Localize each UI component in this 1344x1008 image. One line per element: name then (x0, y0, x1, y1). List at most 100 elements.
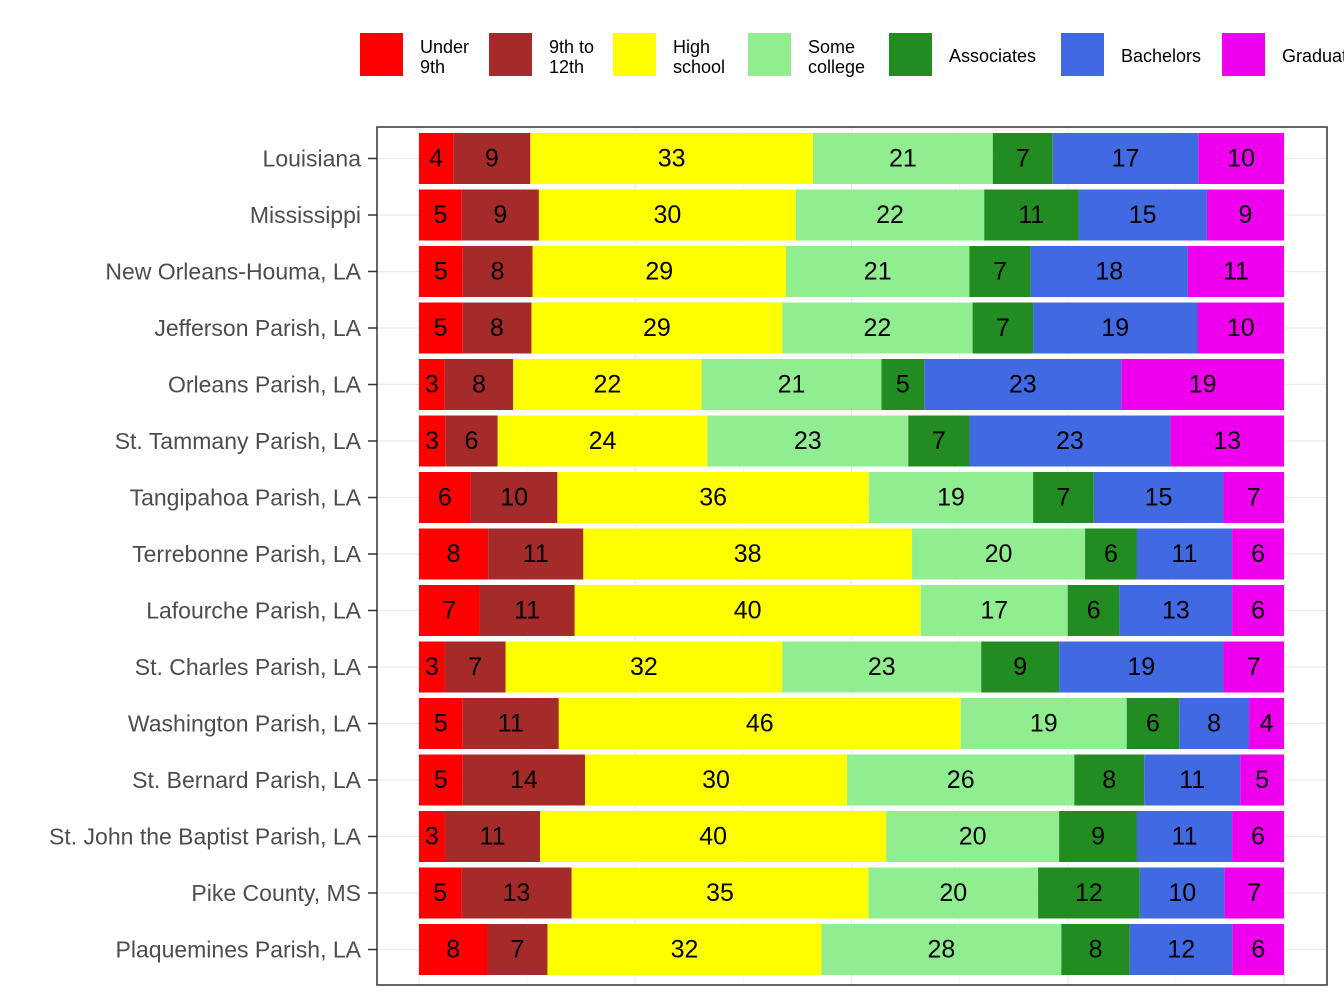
y-tick-label: Pike County, MS (191, 880, 361, 906)
data-label: 10 (1227, 314, 1255, 342)
data-label: 19 (1127, 653, 1155, 681)
bar-segment-under-9th-lafourche-parish-la (419, 585, 480, 636)
data-label: 8 (447, 540, 461, 568)
bar-segment-under-9th-tangipahoa-parish-la (419, 472, 471, 523)
y-tick-label: Plaquemines Parish, LA (116, 937, 362, 963)
data-label: 6 (1251, 597, 1265, 625)
data-label: 5 (434, 766, 448, 794)
data-label: 7 (468, 653, 482, 681)
data-label: 19 (1189, 371, 1217, 399)
y-tick-label: Tangipahoa Parish, LA (130, 485, 362, 511)
data-label: 30 (702, 766, 730, 794)
legend-label: 9th to 12th (549, 37, 594, 77)
bar-segment-high-school-pike-county-ms (571, 867, 869, 919)
bar-segment-associates-st-bernard-parish-la (1074, 754, 1145, 806)
y-tick-label: St. Tammany Parish, LA (115, 428, 362, 454)
data-label: 5 (434, 710, 448, 738)
bar-segment-some-college-jefferson-parish-la (782, 302, 973, 354)
data-label: 32 (630, 653, 658, 681)
legend-label: Associates (949, 46, 1036, 66)
bar-segment-high-school-new-orleans-houma-la (532, 246, 786, 297)
data-label: 3 (425, 371, 439, 399)
data-label: 20 (985, 540, 1013, 568)
data-label: 24 (589, 427, 617, 455)
data-label: 23 (1009, 371, 1037, 399)
y-tick-label: St. John the Baptist Parish, LA (49, 824, 362, 850)
bar-segment-some-college-louisiana (812, 133, 993, 184)
y-tick-label: Jefferson Parish, LA (154, 315, 361, 341)
data-label: 23 (868, 653, 896, 681)
data-label: 6 (1251, 540, 1265, 568)
bar-segment-associates-terrebonne-parish-la (1085, 528, 1137, 580)
data-label: 38 (734, 540, 762, 568)
y-tick-label: St. Bernard Parish, LA (132, 767, 361, 793)
data-label: 40 (734, 597, 762, 625)
data-label: 12 (1075, 879, 1103, 907)
bar-segment-under-9th-st-charles-parish-la (419, 641, 445, 693)
bar-segment-graduate-lafourche-parish-la (1232, 585, 1284, 636)
legend-item-bachelors: Bachelors (1061, 33, 1201, 76)
bar-segment-9th-to-12th-tangipahoa-parish-la (470, 472, 558, 523)
data-label: 35 (706, 879, 734, 907)
data-label: 3 (425, 653, 439, 681)
data-label: 7 (996, 314, 1010, 342)
data-label: 13 (1162, 597, 1190, 625)
bar-segment-9th-to-12th-terrebonne-parish-la (488, 528, 584, 580)
data-label: 19 (937, 484, 965, 512)
bar-segment-9th-to-12th-st-bernard-parish-la (462, 754, 586, 806)
data-label: 9 (493, 201, 507, 229)
bar-segment-high-school-jefferson-parish-la (531, 302, 783, 354)
y-tick-label: Terrebonne Parish, LA (132, 541, 362, 567)
bar-segment-graduate-washington-parish-la (1249, 698, 1284, 749)
data-label: 4 (429, 145, 443, 173)
bar-segment-graduate-st-charles-parish-la (1223, 641, 1284, 693)
data-label: 40 (699, 823, 727, 851)
data-label: 22 (876, 201, 904, 229)
bar-segment-associates-pike-county-ms (1038, 867, 1140, 919)
bar-segment-associates-orleans-parish-la (881, 359, 925, 410)
data-label: 7 (993, 258, 1007, 286)
bar-segment-9th-to-12th-pike-county-ms (461, 867, 572, 919)
bar-segment-some-college-plaquemines-parish-la (821, 924, 1062, 975)
data-label: 7 (1247, 879, 1261, 907)
bar-segment-high-school-louisiana (530, 133, 813, 184)
data-label: 13 (503, 879, 531, 907)
bar-segment-under-9th-jefferson-parish-la (419, 302, 463, 354)
bar-segment-high-school-tangipahoa-parish-la (557, 472, 869, 523)
bar-segment-high-school-mississippi (538, 189, 796, 241)
data-label: 3 (425, 823, 439, 851)
bar-segment-some-college-st-john-the-baptist-parish-la (886, 811, 1060, 862)
data-label: 17 (980, 597, 1008, 625)
data-label: 33 (658, 145, 686, 173)
bar-segment-graduate-st-tammany-parish-la (1170, 415, 1284, 467)
data-label: 26 (947, 766, 975, 794)
bar-segment-under-9th-orleans-parish-la (419, 359, 445, 410)
bar-segment-graduate-mississippi (1206, 189, 1284, 241)
data-label: 5 (434, 258, 448, 286)
legend-item-some-college: Some college (748, 33, 865, 77)
legend-item-graduate: Graduate (1222, 33, 1344, 76)
bar-segment-high-school-plaquemines-parish-la (547, 924, 822, 975)
legend-item-under-9th: Under 9th (360, 33, 469, 77)
legend-swatch (748, 33, 791, 76)
bar-segment-high-school-lafourche-parish-la (574, 585, 921, 636)
bar-segment-some-college-lafourche-parish-la (920, 585, 1068, 636)
segment-labels: 4 9 33 21 7 17 105 9 30 22 11 15 95 8 29 21 7 18 115 8 29 22 7… (425, 145, 1274, 964)
bar-segment-bachelors-terrebonne-parish-la (1136, 528, 1233, 580)
data-label: 29 (643, 314, 671, 342)
y-tick-label: Louisiana (263, 146, 362, 172)
y-tick-label: Washington Parish, LA (128, 711, 362, 737)
data-label: 22 (864, 314, 892, 342)
bar-segment-associates-plaquemines-parish-la (1061, 924, 1130, 975)
data-label: 5 (433, 879, 447, 907)
y-tick-label: Orleans Parish, LA (168, 372, 362, 398)
bar-segment-associates-washington-parish-la (1126, 698, 1180, 749)
data-label: 8 (446, 936, 460, 964)
bar-segment-bachelors-new-orleans-houma-la (1030, 246, 1188, 297)
data-label: 11 (1172, 540, 1198, 568)
legend-item-9th-to-12th: 9th to 12th (489, 33, 594, 77)
bar-segment-9th-to-12th-orleans-parish-la (444, 359, 514, 410)
bar-segment-high-school-st-john-the-baptist-parish-la (540, 811, 887, 862)
bar-segment-under-9th-terrebonne-parish-la (419, 528, 489, 580)
